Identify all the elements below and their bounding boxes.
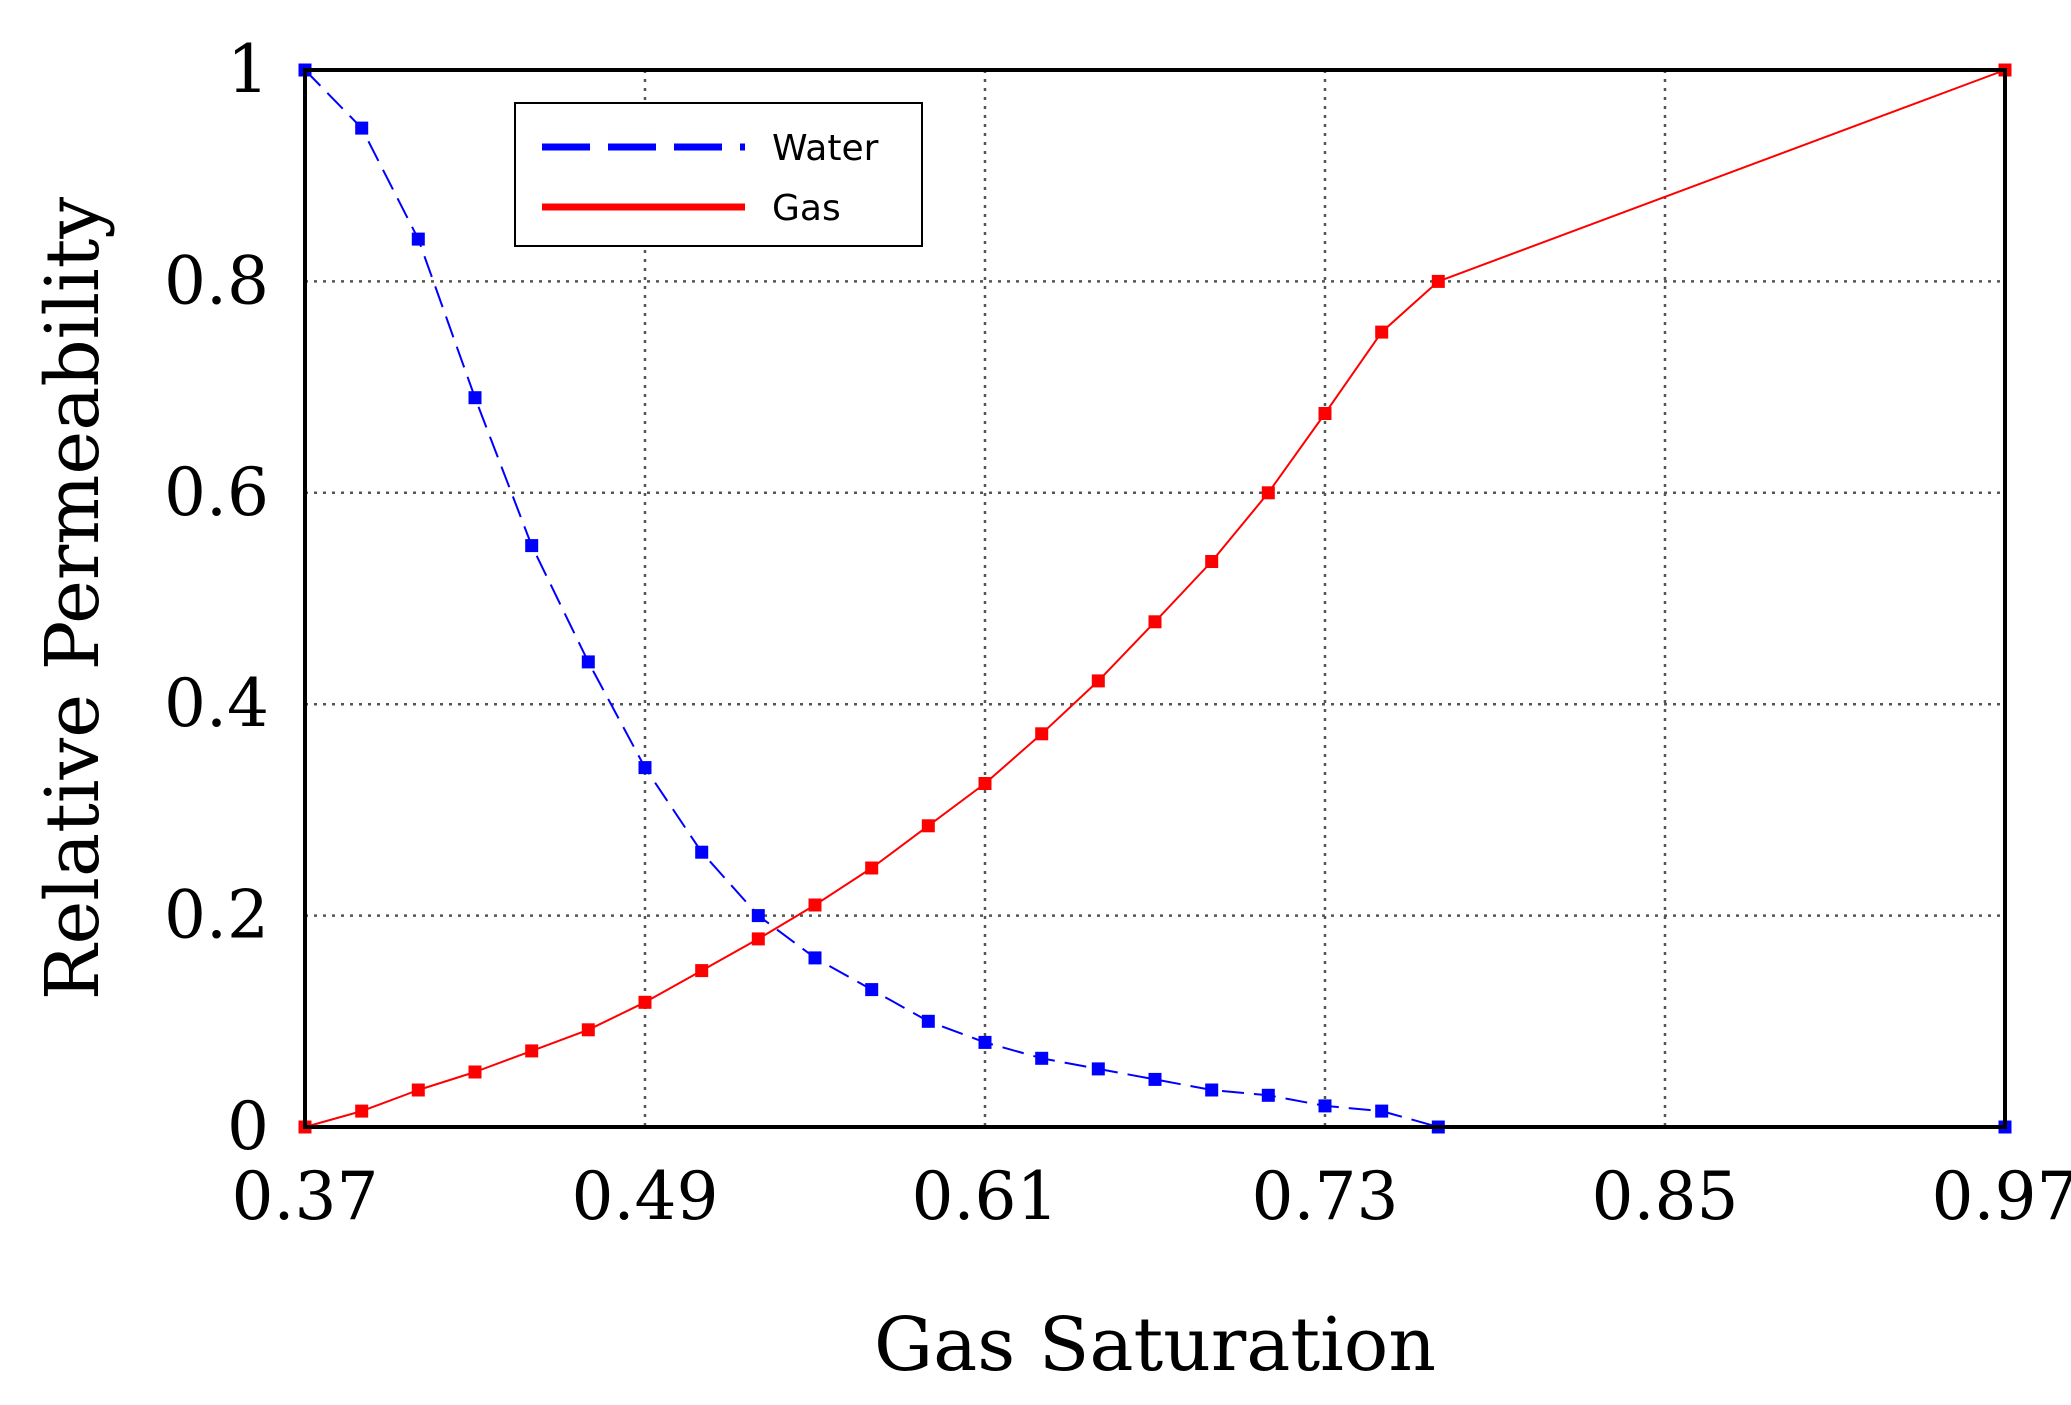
data-point-water [411, 232, 425, 246]
plot-frame [303, 68, 2007, 1129]
data-point-water [1375, 1104, 1389, 1118]
data-point-water [865, 983, 879, 997]
data-point-water [1318, 1099, 1332, 1113]
data-point-gas [751, 932, 765, 946]
data-point-gas [808, 898, 822, 912]
data-point-gas [525, 1044, 539, 1058]
x-axis-title: Gas Saturation [874, 1302, 1436, 1388]
data-point-water [978, 1035, 992, 1049]
data-point-water [1035, 1051, 1049, 1065]
data-point-water [1261, 1088, 1275, 1102]
legend: Water Gas [514, 102, 923, 247]
y-tick-label: 1 [227, 31, 269, 108]
data-point-gas [1205, 555, 1219, 568]
data-point-gas [978, 777, 992, 790]
legend-label-water: Water [772, 128, 879, 169]
data-point-gas [1035, 727, 1049, 741]
data-point-gas [865, 861, 879, 875]
data-point-gas [638, 995, 652, 1009]
x-tick-label: 0.49 [572, 1158, 719, 1235]
data-point-water [751, 909, 765, 923]
data-point-gas [1318, 407, 1332, 420]
y-tick-label: 0 [227, 1088, 269, 1165]
data-point-water [525, 539, 539, 553]
data-point-water [581, 655, 595, 669]
x-tick-label: 0.97 [1932, 1158, 2071, 1235]
x-tick-label: 0.37 [232, 1158, 379, 1235]
data-point-water [1205, 1083, 1219, 1097]
series-lines [298, 63, 2012, 1134]
data-point-gas [1431, 274, 1445, 288]
data-point-gas [355, 1104, 369, 1118]
legend-label-gas: Gas [772, 188, 841, 229]
y-tick-label: 0.2 [164, 877, 269, 954]
y-axis-title: Relative Permeability [30, 197, 116, 1001]
data-point-water [468, 391, 482, 405]
series-line-gas [304, 69, 2006, 1128]
data-point-gas [581, 1023, 595, 1037]
data-point-water [1091, 1062, 1105, 1076]
series-line-water [304, 69, 2005, 1128]
tick-labels: 0.37 0.49 0.61 0.73 0.85 0.97 0 0.2 0.4 0.6 0.8 1 [164, 31, 2071, 1235]
data-point-water [808, 951, 822, 965]
data-point-water [921, 1014, 935, 1028]
data-point-gas [411, 1083, 425, 1097]
x-tick-label: 0.85 [1592, 1158, 1739, 1235]
data-point-gas [1375, 325, 1389, 339]
legend-box [514, 102, 923, 247]
y-tick-label: 0.4 [164, 665, 269, 742]
data-point-water [638, 761, 652, 775]
data-point-gas [695, 964, 709, 978]
data-point-gas [1091, 674, 1105, 688]
data-point-gas [921, 819, 935, 833]
data-point-gas [1261, 486, 1275, 500]
y-tick-label: 0.8 [164, 242, 269, 319]
data-point-gas [468, 1065, 482, 1079]
y-tick-label: 0.6 [164, 454, 269, 531]
x-tick-label: 0.73 [1252, 1158, 1399, 1235]
x-tick-label: 0.61 [912, 1158, 1059, 1235]
data-point-water [1148, 1072, 1162, 1086]
data-point-gas [1148, 615, 1162, 629]
data-point-water [355, 121, 369, 135]
data-point-water [695, 845, 709, 859]
